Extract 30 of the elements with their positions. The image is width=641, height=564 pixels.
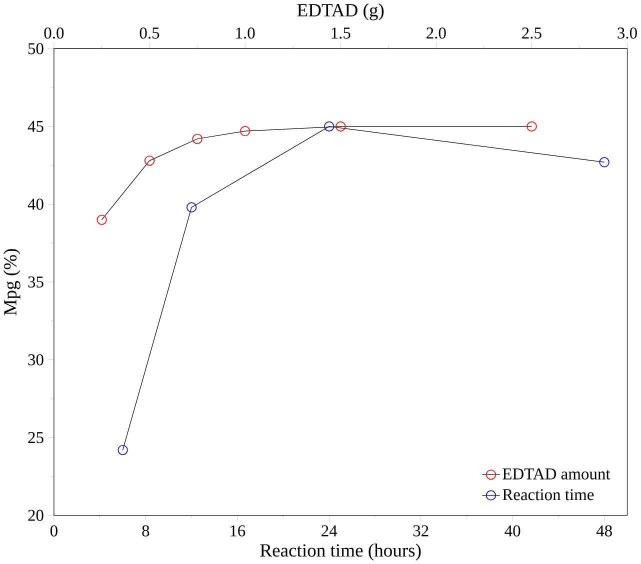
x-tick-label: 40 <box>504 525 520 536</box>
y-tick-label: 35 <box>28 276 44 288</box>
x2-axis-title: EDTAD (g) <box>297 3 384 20</box>
y-tick-label: 20 <box>28 510 44 521</box>
x2-tick-label: 1.5 <box>332 28 350 39</box>
y-tick-label: 45 <box>28 120 44 132</box>
x-tick-label: 0 <box>50 525 58 536</box>
x-tick-label: 24 <box>322 525 338 536</box>
x-tick-label: 32 <box>413 525 428 536</box>
x2-tick-label: 2.0 <box>426 28 446 39</box>
x-tick-label: 48 <box>596 525 612 536</box>
y-tick-label: 40 <box>28 198 44 210</box>
x2-tick-label: 0.5 <box>140 28 160 39</box>
x2-tick-label: 0.0 <box>44 28 64 39</box>
x-tick-label: 8 <box>142 525 150 536</box>
y-axis-title: Mpg (%) <box>3 249 20 316</box>
point <box>186 202 197 212</box>
x-tick-label: 16 <box>230 525 246 536</box>
y-tick-label: 25 <box>28 432 44 444</box>
x2-tick-label: 3.0 <box>618 28 637 39</box>
x-axis-title: Reaction time (hours) <box>260 544 421 560</box>
legend-label: EDTAD amount <box>502 468 610 480</box>
y-tick-label: 30 <box>28 354 44 366</box>
legend-label: Reaction time <box>502 489 594 500</box>
x2-tick-label: 1.0 <box>236 28 255 39</box>
point <box>599 157 610 168</box>
point <box>118 445 128 456</box>
x2-tick-label: 2.5 <box>522 28 542 39</box>
y-tick-label: 50 <box>28 43 44 54</box>
point <box>324 121 334 132</box>
